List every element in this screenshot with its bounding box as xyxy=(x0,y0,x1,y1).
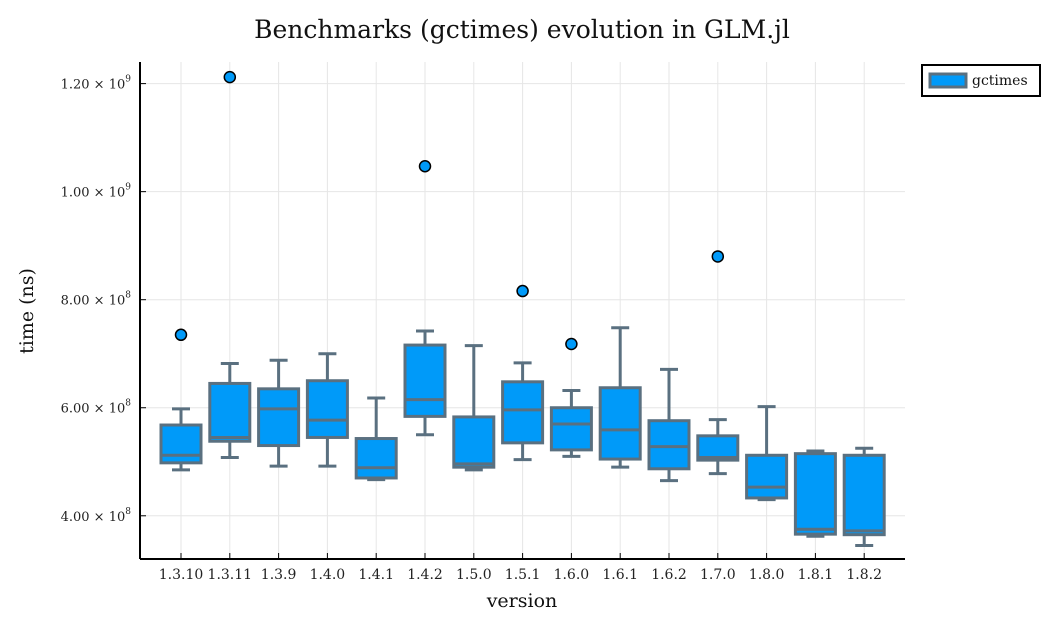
chart-title: Benchmarks (gctimes) evolution in GLM.jl xyxy=(254,15,790,44)
x-tick-label: 1.6.1 xyxy=(602,567,638,583)
y-tick-label: 4.00 × 108 xyxy=(61,507,132,525)
box-iqr xyxy=(257,387,301,448)
box-1.3.9 xyxy=(257,358,301,468)
box-1.3.10 xyxy=(159,328,203,472)
box-1.6.2 xyxy=(647,367,691,483)
y-tick-labels: 4.00 × 108 6.00 × 108 8.00 × 108 1.00 × 109… xyxy=(61,75,146,525)
box-iqr xyxy=(305,379,349,439)
box-iqr xyxy=(647,419,691,471)
outlier-point xyxy=(711,250,725,263)
box-iqr xyxy=(208,381,252,443)
box-1.4.2 xyxy=(403,160,447,437)
y-tick-label: 6.00 × 108 xyxy=(61,399,132,417)
y-tick-label: 1.00 × 109 xyxy=(61,183,132,201)
box-1.6.1 xyxy=(598,326,642,469)
box-iqr xyxy=(354,437,398,480)
box-1.4.1 xyxy=(354,396,398,482)
box-iqr xyxy=(842,453,886,537)
box-1.3.11 xyxy=(208,70,252,459)
box-iqr xyxy=(501,380,545,445)
x-axis-label: version xyxy=(486,590,558,612)
y-axis-label: time (ns) xyxy=(16,268,38,354)
box-plot-series xyxy=(159,70,886,547)
x-tick-label: 1.3.11 xyxy=(208,567,253,583)
box-1.8.0 xyxy=(745,405,789,502)
outlier-point xyxy=(418,160,432,173)
outlier-point xyxy=(174,328,188,342)
box-1.4.0 xyxy=(305,352,349,468)
x-tick-label: 1.8.1 xyxy=(798,567,834,583)
box-1.8.2 xyxy=(842,446,886,547)
outlier-point xyxy=(223,70,237,84)
box-iqr xyxy=(403,343,447,418)
x-tick-label: 1.3.9 xyxy=(261,567,297,583)
x-tick-label: 1.4.0 xyxy=(310,567,346,583)
x-tick-label: 1.6.2 xyxy=(651,567,687,583)
y-tick-label: 8.00 × 108 xyxy=(61,291,132,309)
legend: gctimes xyxy=(921,64,1041,97)
x-tick-label: 1.6.0 xyxy=(554,567,590,583)
box-1.8.1 xyxy=(793,449,837,538)
x-tick-label: 1.4.2 xyxy=(407,567,443,583)
x-tick-label: 1.8.0 xyxy=(749,567,785,583)
box-iqr xyxy=(793,452,837,536)
x-tick-label: 1.3.10 xyxy=(159,567,204,583)
legend-swatch-gctimes xyxy=(928,72,968,89)
x-tick-labels: 1.3.10 1.3.11 1.3.9 1.4.0 1.4.1 1.4.2 1.5.0 1.5… xyxy=(159,553,882,583)
box-1.7.0 xyxy=(696,250,740,476)
box-iqr xyxy=(452,415,496,469)
box-iqr xyxy=(598,386,642,461)
x-tick-label: 1.8.2 xyxy=(846,567,882,583)
outlier-point xyxy=(516,284,529,298)
x-tick-label: 1.5.1 xyxy=(505,567,541,583)
box-1.5.0 xyxy=(452,344,496,472)
legend-label-gctimes: gctimes xyxy=(972,73,1028,89)
y-tick-label: 1.20 × 109 xyxy=(61,75,132,93)
outlier-point xyxy=(565,337,578,351)
box-1.5.1 xyxy=(501,284,545,462)
x-tick-label: 1.4.1 xyxy=(358,567,394,583)
box-1.6.0 xyxy=(549,337,593,458)
box-iqr xyxy=(549,406,593,452)
box-iqr xyxy=(159,423,203,465)
x-tick-label: 1.7.0 xyxy=(700,567,736,583)
x-tick-label: 1.5.0 xyxy=(456,567,492,583)
grid xyxy=(140,62,905,559)
box-iqr xyxy=(745,453,789,500)
